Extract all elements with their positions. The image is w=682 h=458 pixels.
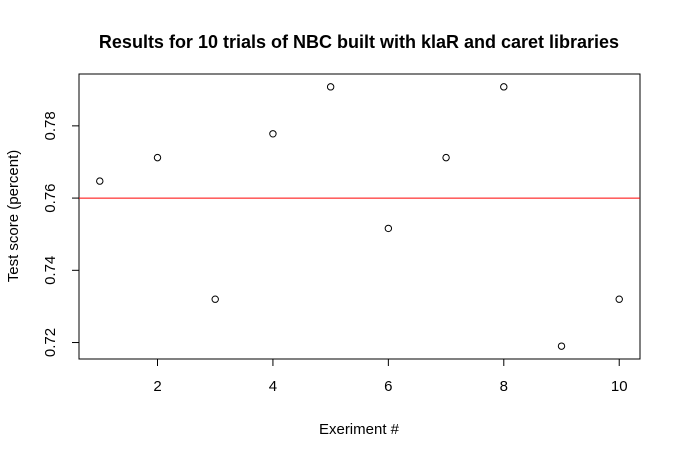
data-point <box>500 83 508 91</box>
data-points <box>96 83 623 350</box>
y-tick-label: 0.76 <box>42 183 59 212</box>
data-point <box>211 295 219 303</box>
x-axis-ticks: 2 4 6 8 10 <box>153 359 628 395</box>
x-tick-label: 8 <box>500 378 508 395</box>
y-tick-label: 0.72 <box>42 328 59 357</box>
data-point <box>96 177 104 185</box>
data-point <box>384 224 393 233</box>
data-point <box>615 295 623 303</box>
data-point <box>442 153 450 162</box>
x-tick-label: 2 <box>153 378 161 395</box>
x-tick-label: 10 <box>611 378 628 395</box>
data-point <box>269 130 277 138</box>
data-point <box>153 153 162 162</box>
y-axis-label: Test score (percent) <box>5 150 22 283</box>
x-tick-label: 6 <box>384 378 392 395</box>
data-point <box>557 342 566 350</box>
y-axis-ticks: 0.72 0.74 0.76 0.78 <box>42 111 79 357</box>
y-tick-label: 0.78 <box>42 111 59 140</box>
chart-title: Results for 10 trials of NBC built with … <box>99 32 619 52</box>
data-point <box>326 83 335 91</box>
x-axis-label: Exeriment # <box>319 421 400 438</box>
y-tick-label: 0.74 <box>42 256 59 285</box>
plot-frame <box>78 73 641 360</box>
x-tick-label: 4 <box>269 378 277 395</box>
